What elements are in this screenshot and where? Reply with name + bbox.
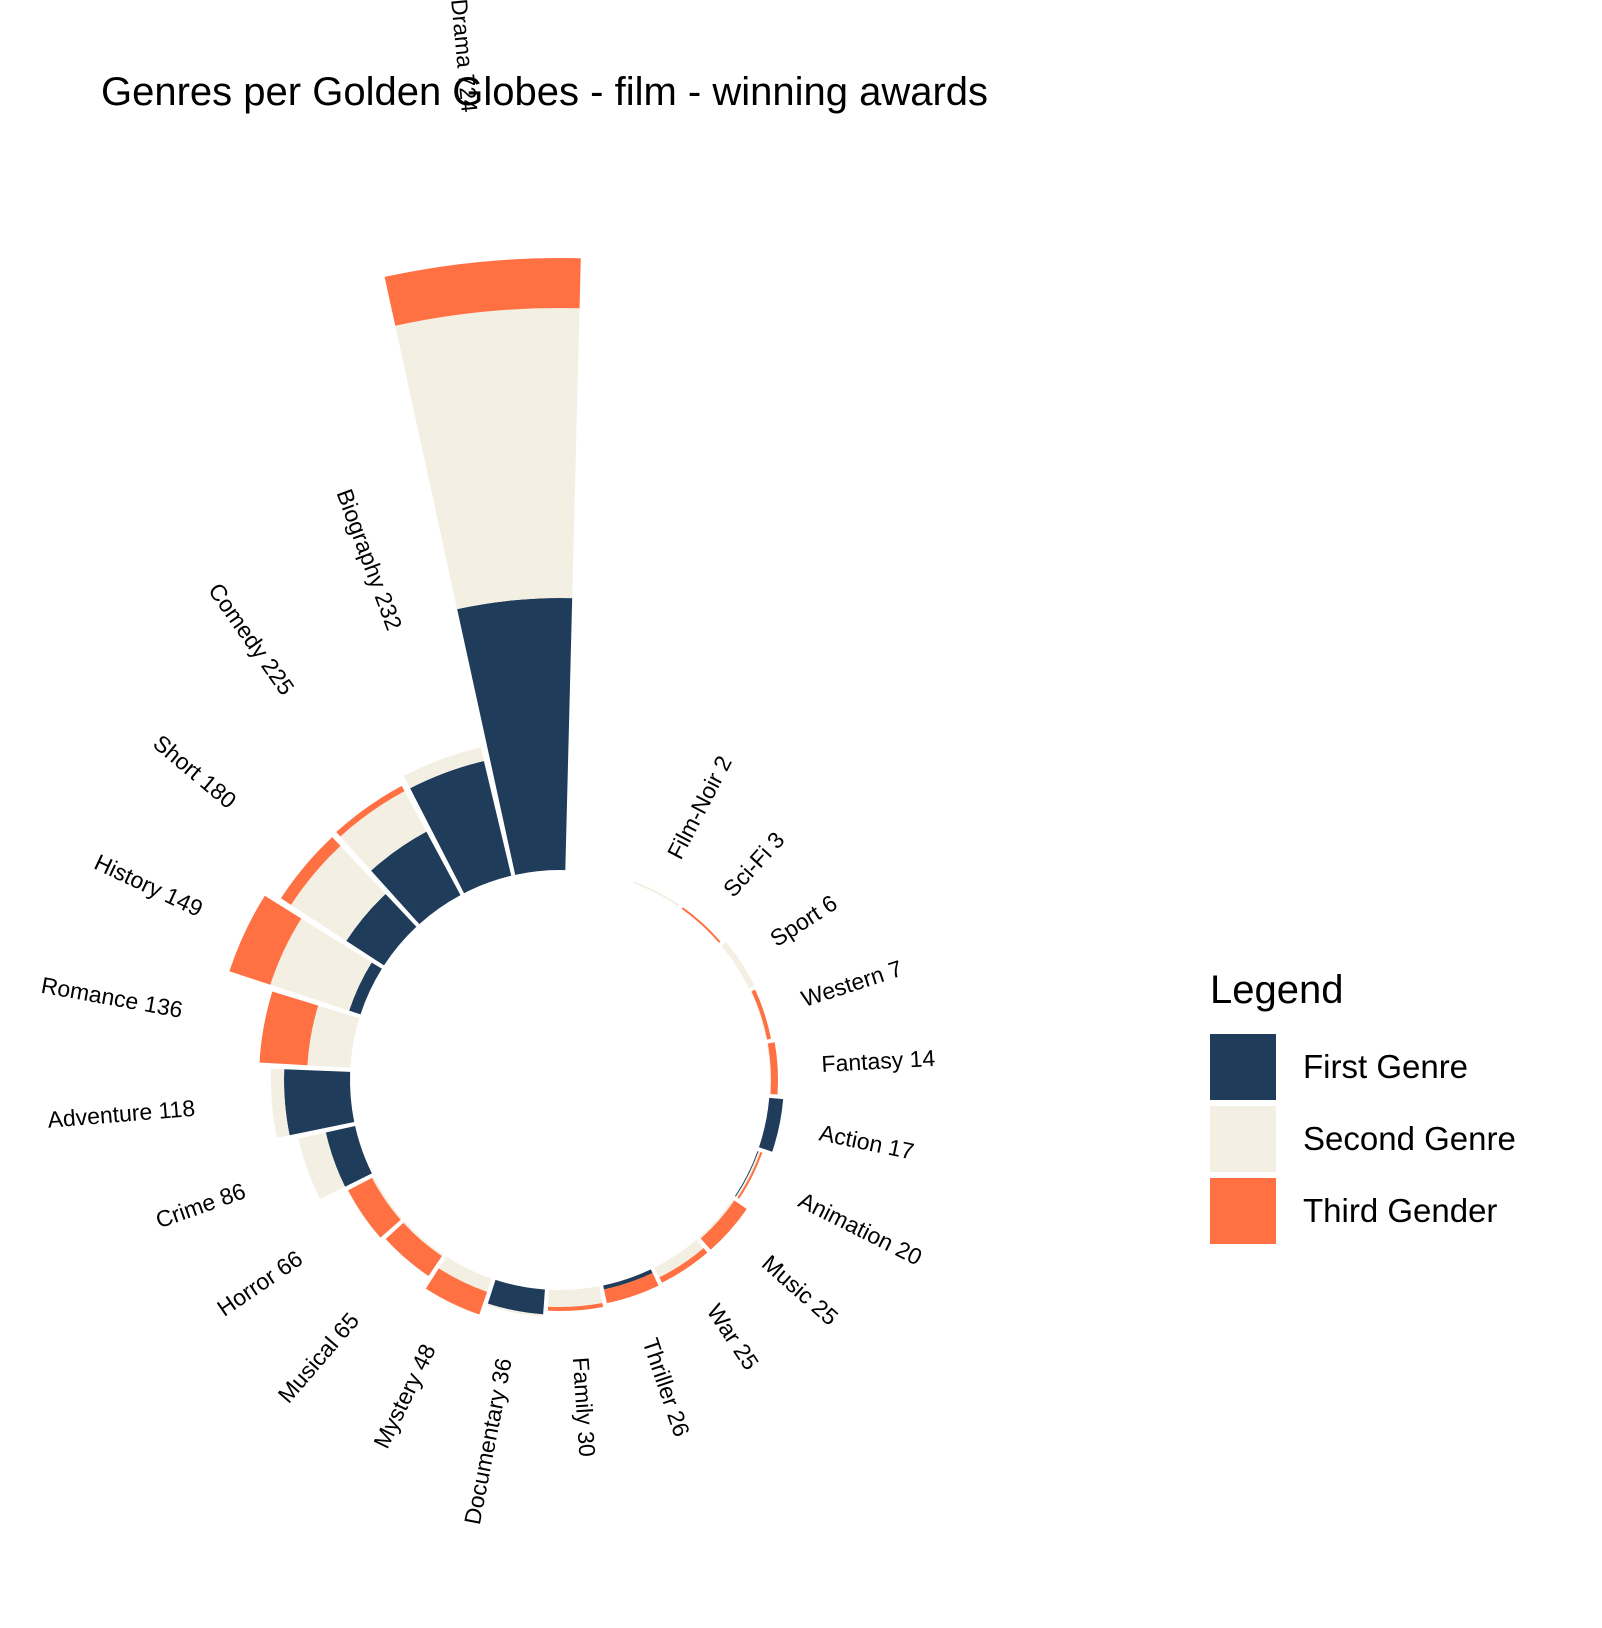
bar-label-action: Action 17 (817, 1119, 916, 1164)
bar-label-adventure: Adventure 118 (47, 1095, 197, 1133)
bar-label-biography: Biography 232 (332, 485, 408, 633)
bar-label-thriller: Thriller 26 (638, 1335, 695, 1440)
bar-short-third-gender (280, 837, 341, 905)
bar-label-horror: Horror 66 (212, 1245, 307, 1321)
bar-documentary-first-genre (487, 1279, 545, 1315)
bar-sci-fi-third-gender (681, 907, 721, 943)
bar-romance-second-genre (307, 1005, 360, 1068)
bar-family-third-gender (547, 1303, 604, 1311)
bar-history-second-genre (270, 918, 372, 1011)
bar-comedy-third-gender (336, 785, 405, 837)
bar-label-crime: Crime 86 (152, 1178, 249, 1234)
bar-label-documentary: Documentary 36 (459, 1356, 517, 1527)
bar-label-family: Family 30 (568, 1356, 601, 1457)
bar-thriller-first-genre (603, 1269, 653, 1290)
legend-swatch-first-genre (1210, 1034, 1276, 1100)
bar-sport-second-genre (721, 941, 755, 989)
bar-crime-second-genre (298, 1132, 346, 1200)
bar-label-music: Music 25 (757, 1250, 843, 1330)
bar-musical-third-gender (385, 1222, 442, 1276)
bar-comedy-second-genre (340, 791, 427, 871)
legend-item-first-genre: First Genre (1210, 1031, 1516, 1103)
bar-drama-third-gender (384, 257, 581, 326)
bar-animation-third-gender (737, 1152, 763, 1199)
bar-label-comedy: Comedy 225 (203, 578, 299, 700)
bar-label-romance: Romance 136 (39, 972, 185, 1023)
bar-drama-second-genre (395, 308, 580, 610)
bar-mystery-second-genre (438, 1256, 492, 1292)
bar-biography-first-genre (410, 760, 512, 894)
bar-label-short: Short 180 (148, 730, 241, 814)
bar-label-mystery: Mystery 48 (368, 1340, 440, 1453)
bar-biography-second-genre (403, 747, 484, 789)
bar-adventure-second-genre (271, 1068, 290, 1138)
legend-swatch-second-genre (1210, 1106, 1276, 1172)
bar-documentary-second-genre (487, 1303, 544, 1317)
bar-music-second-genre (699, 1199, 735, 1239)
labels-group: Drama 724 Biography 232 Comedy 225 Short 18… (39, 0, 936, 1527)
bar-label-history: History 149 (90, 849, 206, 922)
legend-label: Second Genre (1303, 1120, 1516, 1157)
bar-family-second-genre (548, 1286, 603, 1308)
bar-label-drama: Drama 724 (446, 0, 483, 114)
bar-label-war: War 25 (702, 1299, 764, 1374)
bar-label-animation: Animation 20 (795, 1187, 927, 1270)
bar-war-second-genre (654, 1239, 704, 1278)
legend-item-second-genre: Second Genre (1210, 1103, 1516, 1175)
bar-crime-first-genre (325, 1125, 372, 1187)
bar-film-noir-second-genre (633, 881, 680, 907)
bar-war-third-gender (659, 1248, 708, 1283)
bar-thriller-third-gender (603, 1272, 659, 1304)
bar-label-sci-fi: Sci-Fi 3 (718, 827, 790, 902)
bar-action-first-genre (758, 1097, 784, 1152)
bar-drama-first-genre (457, 597, 573, 875)
legend-label: Third Gender (1303, 1192, 1498, 1229)
bar-mystery-third-gender (425, 1268, 488, 1315)
bar-label-fantasy: Fantasy 14 (821, 1045, 936, 1077)
bar-comedy-first-genre (371, 831, 461, 925)
chart-title: Genres per Golden Globes - film - winnin… (101, 70, 989, 114)
bar-music-third-gender (700, 1200, 747, 1250)
bar-fantasy-third-gender (767, 1042, 778, 1095)
bar-horror-second-genre (371, 1176, 403, 1220)
legend-item-third-gender: Third Gender (1210, 1175, 1516, 1247)
bar-animation-second-genre (735, 1151, 761, 1198)
bar-animation-first-genre (735, 1151, 759, 1197)
bar-adventure-first-genre (284, 1069, 355, 1136)
bar-fantasy-second-genre (766, 1043, 772, 1094)
bars-group (229, 257, 784, 1317)
bar-label-sport: Sport 6 (765, 890, 841, 952)
bar-romance-third-gender (259, 991, 319, 1066)
bar-short-first-genre (346, 893, 417, 966)
bar-western-third-gender (751, 989, 771, 1040)
legend-title: Legend (1210, 968, 1344, 1012)
bar-horror-third-gender (348, 1177, 401, 1238)
bar-label-western: Western 7 (798, 955, 905, 1012)
legend-swatch-third-gender (1210, 1178, 1276, 1244)
bar-musical-second-genre (403, 1221, 444, 1257)
bar-short-second-genre (291, 845, 386, 941)
bar-history-third-gender (229, 895, 302, 985)
legend-label: First Genre (1303, 1048, 1469, 1085)
bar-label-musical: Musical 65 (273, 1307, 364, 1407)
bar-history-first-genre (349, 962, 382, 1015)
bar-western-second-genre (750, 991, 768, 1040)
legend: Legend First Genre Second Genre Third Ge… (1210, 968, 1516, 1247)
bar-label-film-noir: Film-Noir 2 (662, 751, 737, 863)
